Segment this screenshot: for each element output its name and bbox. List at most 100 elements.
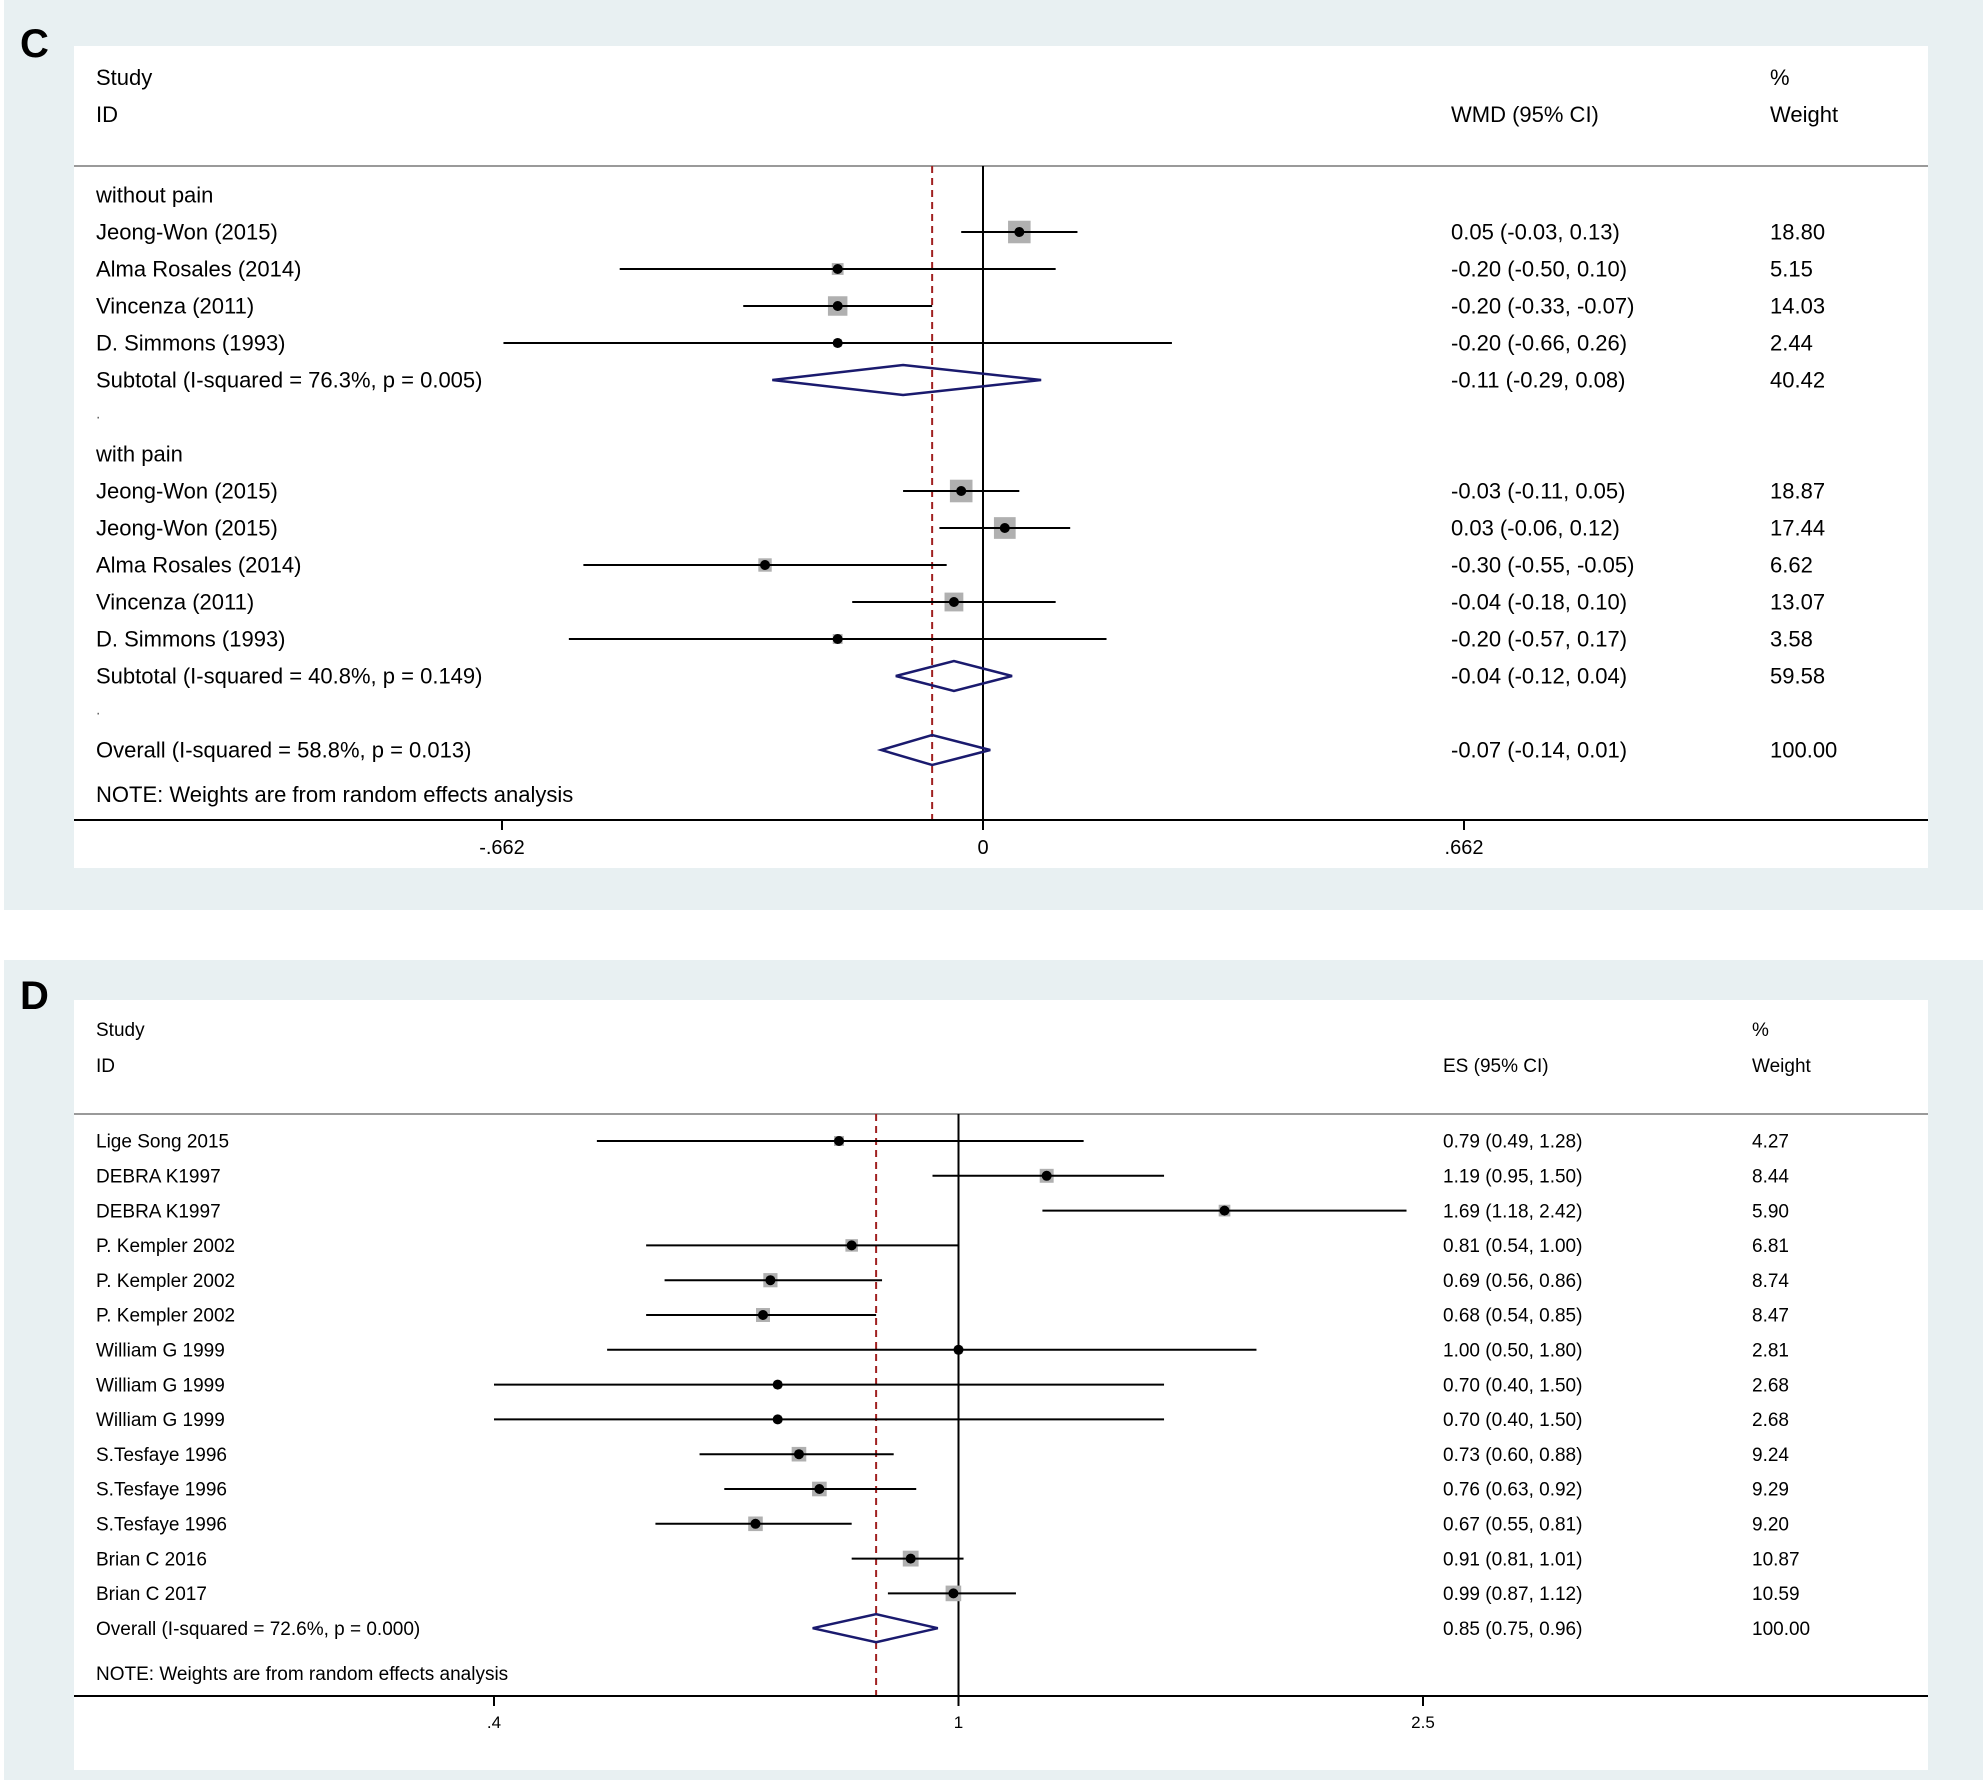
panel-d-study-label: Brian C 2016 (96, 1549, 207, 1570)
panel-d-estimate-text: 1.19 (0.95, 1.50) (1443, 1166, 1582, 1187)
panel-c-study-label: Vincenza (2011) (96, 294, 254, 319)
panel-d-x-tick-label: .4 (487, 1713, 501, 1732)
panel-d-study-label: P. Kempler 2002 (96, 1306, 235, 1327)
panel-c-point-estimate (1014, 227, 1025, 237)
panel-d-header-id: ID (96, 1056, 115, 1077)
panel-d-point-estimate (750, 1518, 761, 1529)
panel-d-header-weight: Weight (1752, 1056, 1812, 1077)
panel-d-study-label: William G 1999 (96, 1375, 225, 1396)
panel-c-study-label: Subtotal (I-squared = 76.3%, p = 0.005) (96, 368, 482, 393)
panel-d-study-label: William G 1999 (96, 1410, 225, 1431)
panel-d-weight-text: 8.47 (1752, 1306, 1789, 1327)
forest-plot-c: Study ID WMD (95% CI)% Weight -.662 0 .662 with… (74, 65, 1928, 859)
panel-c-x-tick-label: 0 (977, 837, 988, 859)
panel-d-weight-text: 2.68 (1752, 1375, 1789, 1396)
panel-c-study-label: Vincenza (2011) (96, 590, 254, 615)
panel-d-estimate-text: 0.91 (0.81, 1.01) (1443, 1549, 1582, 1570)
panel-d-overall-diamond (812, 1612, 939, 1644)
panel-c-study-label: Alma Rosales (2014) (96, 257, 301, 282)
panel-d-weight-text: 4.27 (1752, 1132, 1789, 1153)
panel-c-estimate-text: 0.05 (-0.03, 0.13) (1451, 220, 1620, 245)
panel-c-overall-diamond (876, 733, 991, 767)
panel-d-point-estimate (948, 1588, 959, 1599)
panel-c-point-estimate (832, 264, 843, 274)
panel-d-point-estimate (1041, 1170, 1052, 1181)
panel-d-point-estimate (834, 1136, 845, 1146)
panel-d-estimate-text: 0.68 (0.54, 0.85) (1443, 1306, 1582, 1327)
panel-c-study-label: D. Simmons (1993) (96, 331, 286, 356)
panel-d-point-estimate (757, 1310, 768, 1320)
panel-d-x-tick-label: 1 (954, 1713, 963, 1732)
panel-d-point-estimate (1219, 1205, 1230, 1216)
panel-c-header-weight: Weight (1770, 102, 1838, 127)
panel-c-x-tick-label: -.662 (479, 837, 525, 859)
panel-c-estimate-text: -0.04 (-0.18, 0.10) (1451, 590, 1627, 615)
panel-c-estimate-text: -0.11 (-0.29, 0.08) (1451, 368, 1625, 393)
panel-c-plot-area (74, 46, 1928, 868)
panel-c-study-label: Jeong-Won (2015) (96, 220, 278, 245)
panel-d-weight-text: 100.00 (1752, 1619, 1810, 1640)
panel-c-point-estimate (832, 634, 843, 644)
panel-c-study-label: Jeong-Won (2015) (96, 479, 278, 504)
panel-d-estimate-text: 0.99 (0.87, 1.12) (1443, 1584, 1582, 1605)
panel-d-study-label: Lige Song 2015 (96, 1132, 229, 1153)
panel-d-x-tick-label: 2.5 (1411, 1713, 1435, 1732)
panel-c-estimate-text: 0.03 (-0.06, 0.12) (1451, 516, 1620, 541)
panel-c-point-estimate (948, 597, 959, 607)
panel-c-weight-text: 5.15 (1770, 257, 1813, 282)
panel-c-estimate-text: -0.20 (-0.33, -0.07) (1451, 294, 1634, 319)
panel-c-estimate-text: -0.20 (-0.50, 0.10) (1451, 257, 1627, 282)
panel-c-weight-text: 18.87 (1770, 479, 1825, 504)
panel-c-study-label: Overall (I-squared = 58.8%, p = 0.013) (96, 738, 471, 763)
panel-c-weight-text: 13.07 (1770, 590, 1825, 615)
panel-c-point-estimate (760, 560, 771, 570)
panel-d-study-label: P. Kempler 2002 (96, 1236, 235, 1257)
panel-d-estimate-text: 0.69 (0.56, 0.86) (1443, 1271, 1582, 1292)
panel-d-study-label: Overall (I-squared = 72.6%, p = 0.000) (96, 1619, 420, 1640)
panel-c-weight-text: 59.58 (1770, 664, 1825, 689)
panel-c-group-label: with pain (95, 442, 183, 467)
panel-d-estimate-text: 0.67 (0.55, 0.81) (1443, 1514, 1582, 1535)
panel-c-point-estimate (956, 486, 967, 496)
panel-d-point-estimate (846, 1240, 857, 1251)
panel-c-study-label: Subtotal (I-squared = 40.8%, p = 0.149) (96, 664, 482, 689)
panel-d-point-estimate (814, 1484, 825, 1494)
panel-c-weight-text: 18.80 (1770, 220, 1825, 245)
panel-c-header-study: Study (96, 65, 152, 90)
panel-c-estimate-text: -0.20 (-0.66, 0.26) (1451, 331, 1627, 356)
panel-d-estimate-text: 0.81 (0.54, 1.00) (1443, 1236, 1582, 1257)
panel-d-weight-text: 10.59 (1752, 1584, 1800, 1605)
panel-d-point-estimate (953, 1344, 964, 1355)
panel-d-weight-text: 9.29 (1752, 1480, 1789, 1501)
panel-c-study-label: D. Simmons (1993) (96, 627, 286, 652)
panel-c-header-id: ID (96, 102, 118, 127)
panel-c-header-percent: % (1770, 65, 1790, 90)
panel-d-header-percent: % (1752, 1020, 1769, 1041)
panel-c-point-estimate (832, 301, 843, 311)
panel-d-weight-text: 2.81 (1752, 1340, 1789, 1361)
panel-d-study-label: Brian C 2017 (96, 1584, 207, 1605)
panel-c-spacer-dot: . (96, 406, 100, 423)
panel-c-subtotal-diamond (895, 659, 1013, 693)
panel-c-point-estimate (999, 523, 1010, 533)
panel-c-weight-text: 14.03 (1770, 294, 1825, 319)
panel-c-estimate-text: -0.07 (-0.14, 0.01) (1451, 738, 1627, 763)
panel-c-x-tick-label: .662 (1445, 837, 1484, 859)
panel-d-study-label: DEBRA K1997 (96, 1166, 221, 1187)
panel-d-estimate-text: 0.85 (0.75, 0.96) (1443, 1619, 1582, 1640)
panel-c-point-estimate (832, 338, 843, 348)
panel-d-weight-text: 10.87 (1752, 1549, 1800, 1570)
panel-c-weight-text: 17.44 (1770, 516, 1825, 541)
panel-d-weight-text: 6.81 (1752, 1236, 1789, 1257)
panel-c-estimate-text: -0.04 (-0.12, 0.04) (1451, 664, 1627, 689)
panel-c-estimate-text: -0.03 (-0.11, 0.05) (1451, 479, 1625, 504)
panel-d-point-estimate (772, 1414, 783, 1425)
panel-d-estimate-text: 0.70 (0.40, 1.50) (1443, 1375, 1582, 1396)
panel-d-study-label: S.Tesfaye 1996 (96, 1445, 227, 1466)
panel-d-estimate-text: 0.73 (0.60, 0.88) (1443, 1445, 1582, 1466)
panel-d-study-label: P. Kempler 2002 (96, 1271, 235, 1292)
panel-c-weight-text: 2.44 (1770, 331, 1813, 356)
panel-d-study-label: William G 1999 (96, 1340, 225, 1361)
panel-c-label: C (20, 22, 49, 66)
